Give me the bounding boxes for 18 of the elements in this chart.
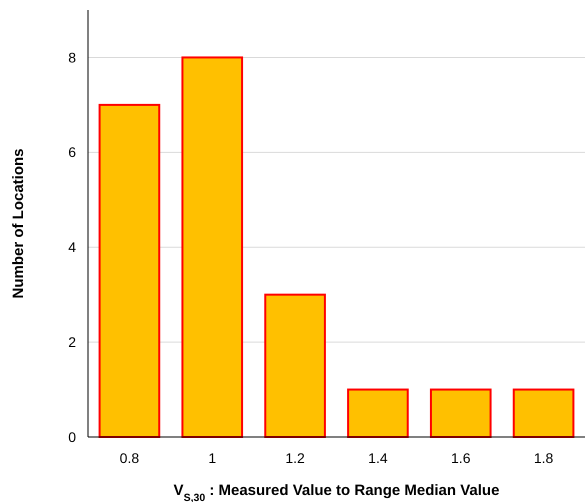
bar: [264, 294, 326, 438]
x-tick-label: 1.2: [285, 450, 306, 466]
bar: [347, 388, 409, 438]
x-tick-label: 0.8: [120, 450, 140, 466]
bar: [181, 56, 244, 438]
y-axis-title: Number of Locations: [10, 148, 27, 299]
y-tick-label: 6: [68, 144, 76, 160]
y-tick-label: 8: [68, 49, 76, 66]
x-tick-label: 1.6: [451, 450, 471, 466]
y-tick-label: 2: [68, 334, 76, 350]
bar: [430, 388, 492, 438]
x-tick-label: 1.4: [368, 450, 388, 466]
y-tick-label: 0: [68, 428, 76, 445]
y-tick-label: 4: [68, 239, 76, 256]
bar: [98, 104, 160, 438]
x-tick-label: 1: [208, 450, 216, 466]
bar: [512, 388, 574, 438]
x-tick-label: 1.8: [534, 450, 554, 466]
